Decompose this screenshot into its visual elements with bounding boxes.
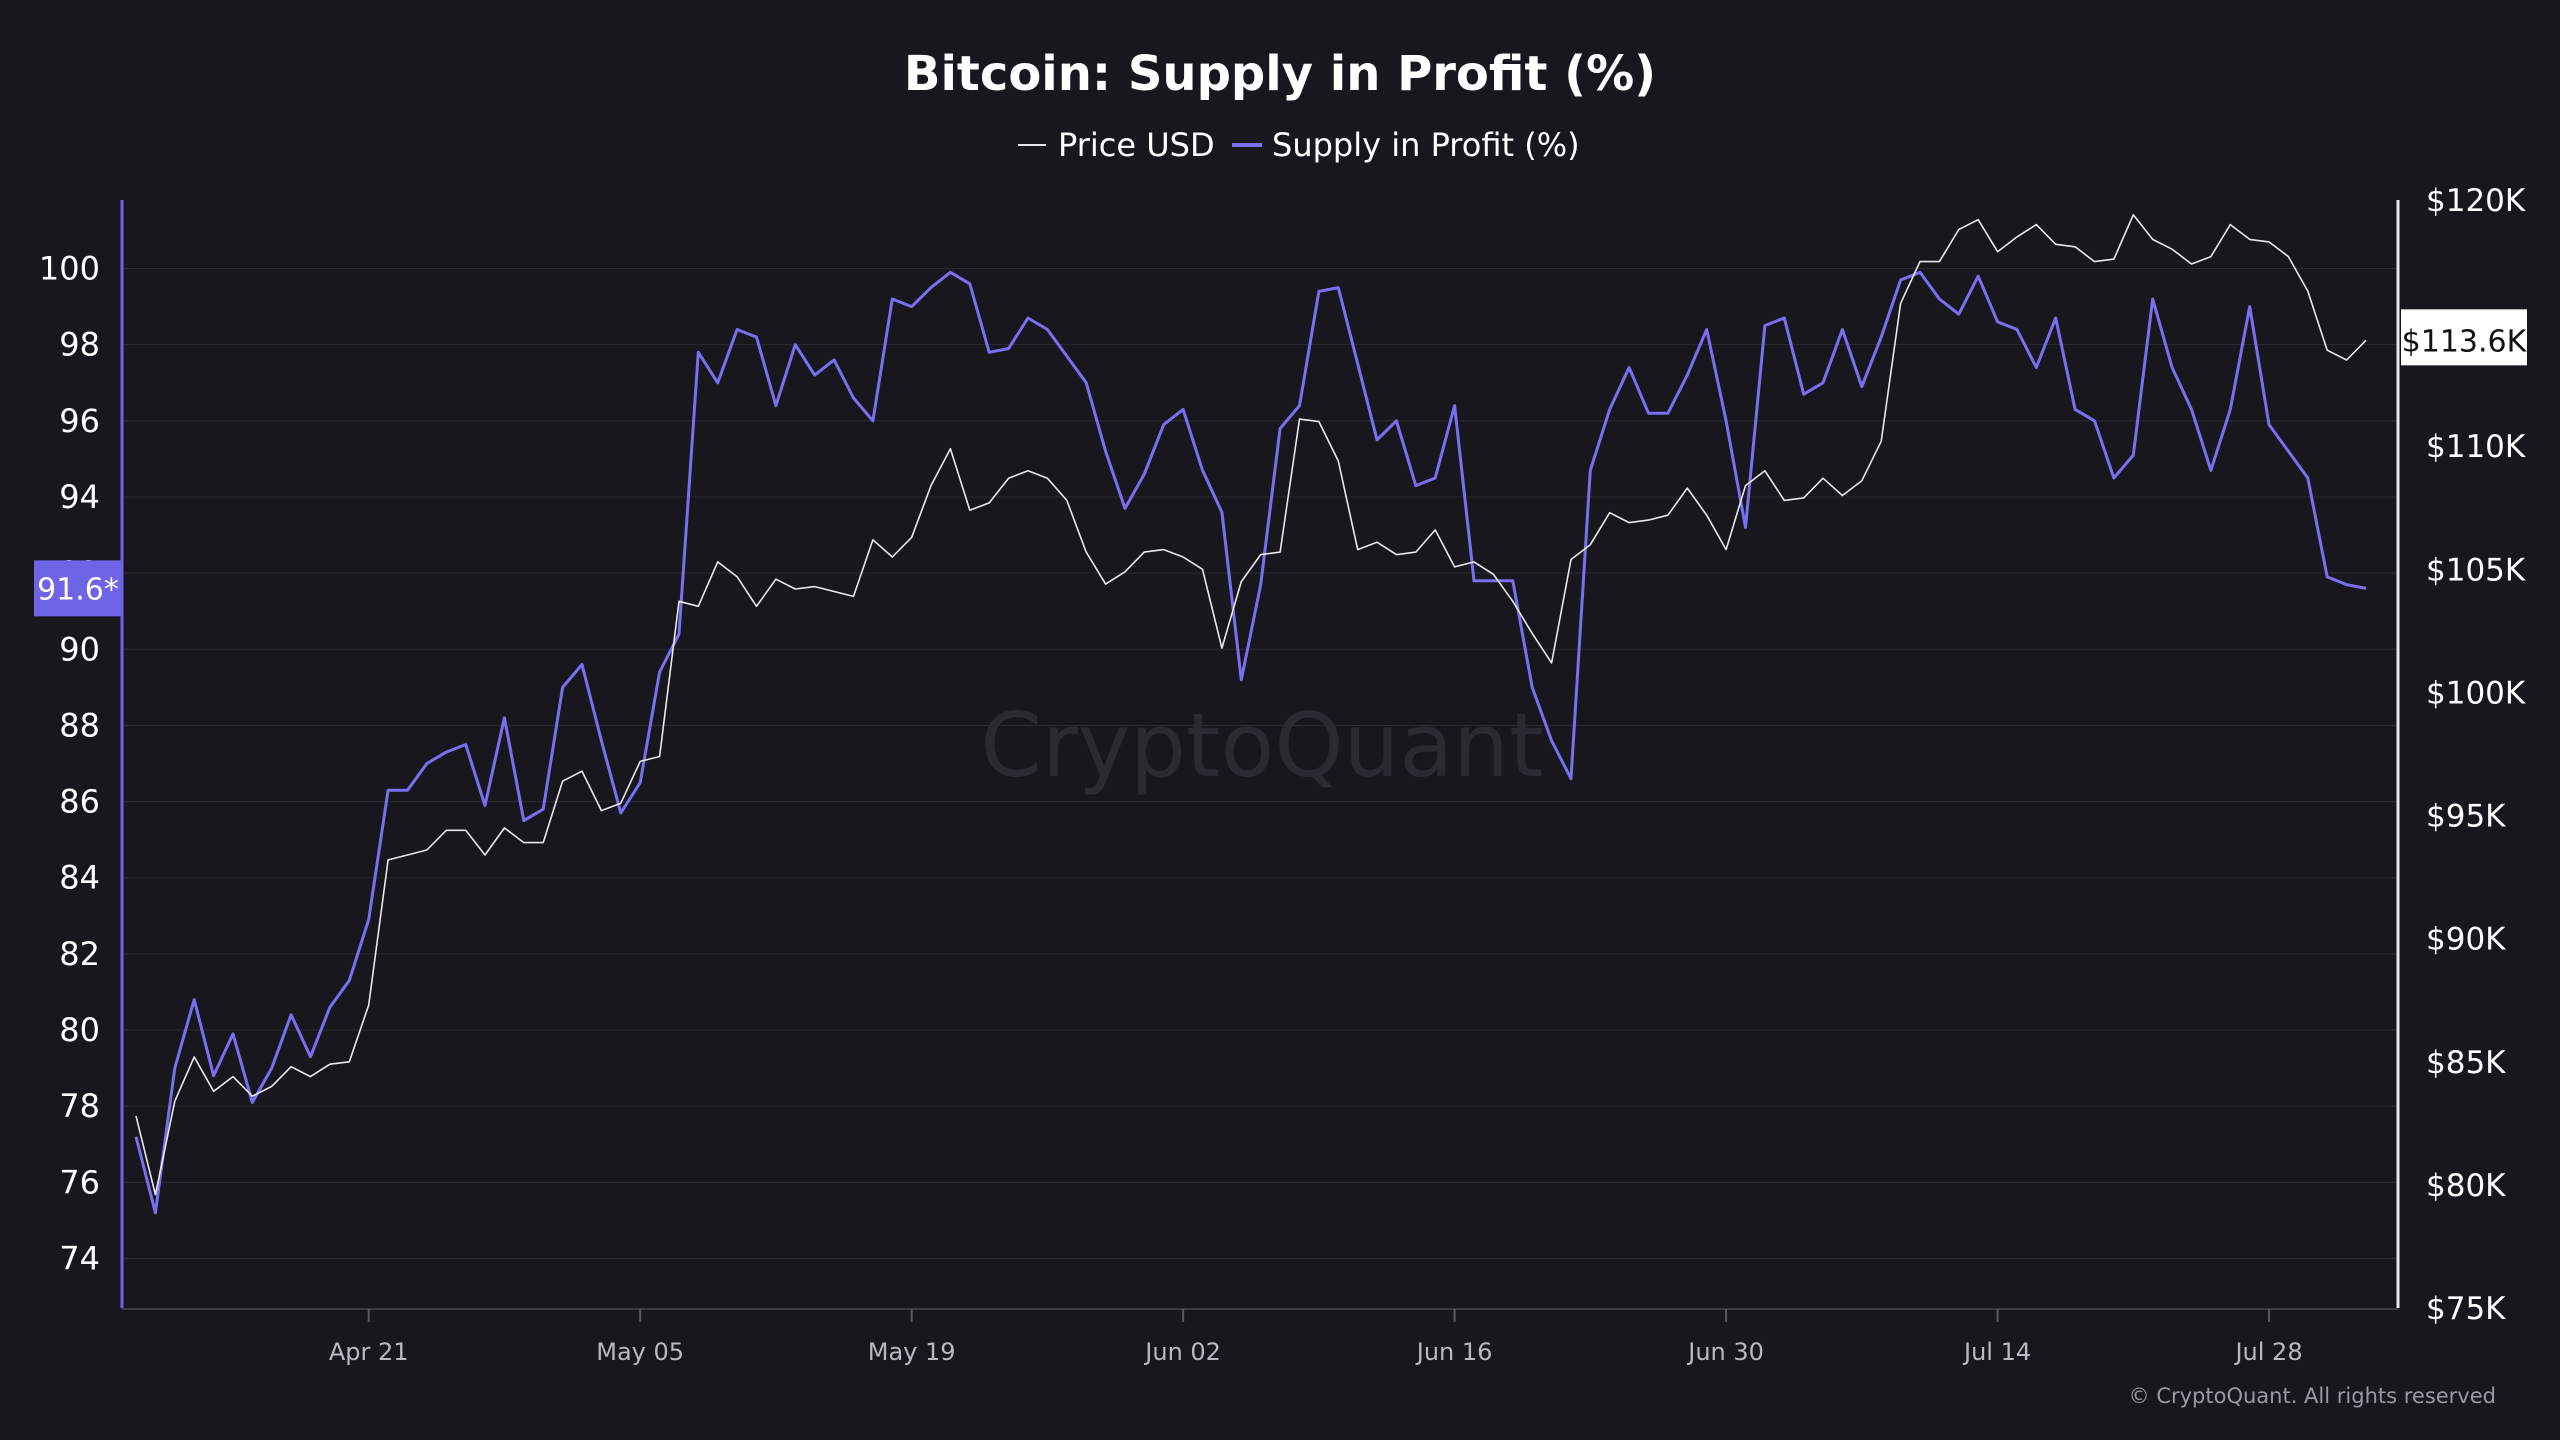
- series-lines[interactable]: [134, 214, 2367, 1215]
- last-value-badge-right: $113.6K: [2401, 309, 2528, 366]
- y-right-tick-label: $90K: [2426, 922, 2506, 958]
- y-left-tick-label: 74: [59, 1240, 100, 1278]
- x-tick-label: Jun 02: [1143, 1338, 1221, 1366]
- last-value-badge-left-bg: [34, 560, 122, 617]
- y-left-tick-label: 82: [59, 935, 100, 973]
- y-right-tick-label: $105K: [2426, 552, 2526, 588]
- last-value-badge-left-text: 91.6*: [37, 572, 119, 607]
- y-left-tick-label: 78: [59, 1087, 100, 1125]
- series-line-price-usd[interactable]: [135, 214, 2367, 1196]
- y-left-tick-label: 88: [59, 706, 100, 744]
- legend-label-supply: Supply in Profit (%): [1272, 126, 1580, 164]
- y-left-tick-label: 100: [39, 250, 100, 288]
- last-value-badge-right-bg: [2401, 309, 2527, 366]
- legend-item-price[interactable]: Price USD: [1018, 126, 1215, 164]
- y-right-tick-label: $100K: [2426, 675, 2526, 711]
- chart-title: Bitcoin: Supply in Profit (%): [904, 46, 1656, 102]
- y-right-tick-label: $120K: [2426, 183, 2526, 219]
- legend-item-supply[interactable]: Supply in Profit (%): [1232, 126, 1580, 164]
- watermark: CryptoQuant: [980, 694, 1543, 797]
- y-axis-left: 74767880828486889092949698100: [39, 250, 100, 1278]
- x-tick-label: Jul 28: [2233, 1338, 2302, 1366]
- y-left-tick-label: 90: [59, 630, 100, 668]
- y-right-tick-label: $80K: [2426, 1168, 2506, 1204]
- series-line-supply-in-profit[interactable]: [134, 270, 2367, 1215]
- y-right-tick-label: $75K: [2426, 1291, 2506, 1327]
- last-value-badge-right-text: $113.6K: [2402, 324, 2528, 359]
- legend-label-price: Price USD: [1058, 126, 1215, 164]
- copyright: © CryptoQuant. All rights reserved: [2129, 1384, 2496, 1408]
- y-left-tick-label: 94: [59, 478, 100, 516]
- y-left-tick-label: 76: [59, 1163, 100, 1201]
- grid: [122, 268, 2398, 1260]
- y-left-tick-label: 84: [59, 859, 100, 897]
- y-left-tick-label: 98: [59, 326, 100, 364]
- y-left-tick-label: 86: [59, 783, 100, 821]
- last-value-badge-left: 91.6*: [34, 560, 122, 617]
- x-tick-label: Jul 14: [1962, 1338, 2031, 1366]
- x-axis: Apr 21 May 05 May 19 Jun 02 Jun 16 Jun 30 Jul …: [329, 1309, 2303, 1366]
- y-right-tick-label: $110K: [2426, 429, 2526, 465]
- x-tick-label: May 19: [868, 1338, 956, 1366]
- x-tick-label: Jun 30: [1686, 1338, 1764, 1366]
- x-tick-label: May 05: [596, 1338, 684, 1366]
- y-left-tick-label: 80: [59, 1011, 100, 1049]
- legend[interactable]: Price USD Supply in Profit (%): [1018, 126, 1580, 164]
- x-tick-label: Jun 16: [1415, 1338, 1493, 1366]
- x-tick-label: Apr 21: [329, 1338, 409, 1366]
- y-right-tick-label: $85K: [2426, 1045, 2506, 1081]
- y-right-tick-label: $95K: [2426, 799, 2506, 835]
- y-left-tick-label: 96: [59, 402, 100, 440]
